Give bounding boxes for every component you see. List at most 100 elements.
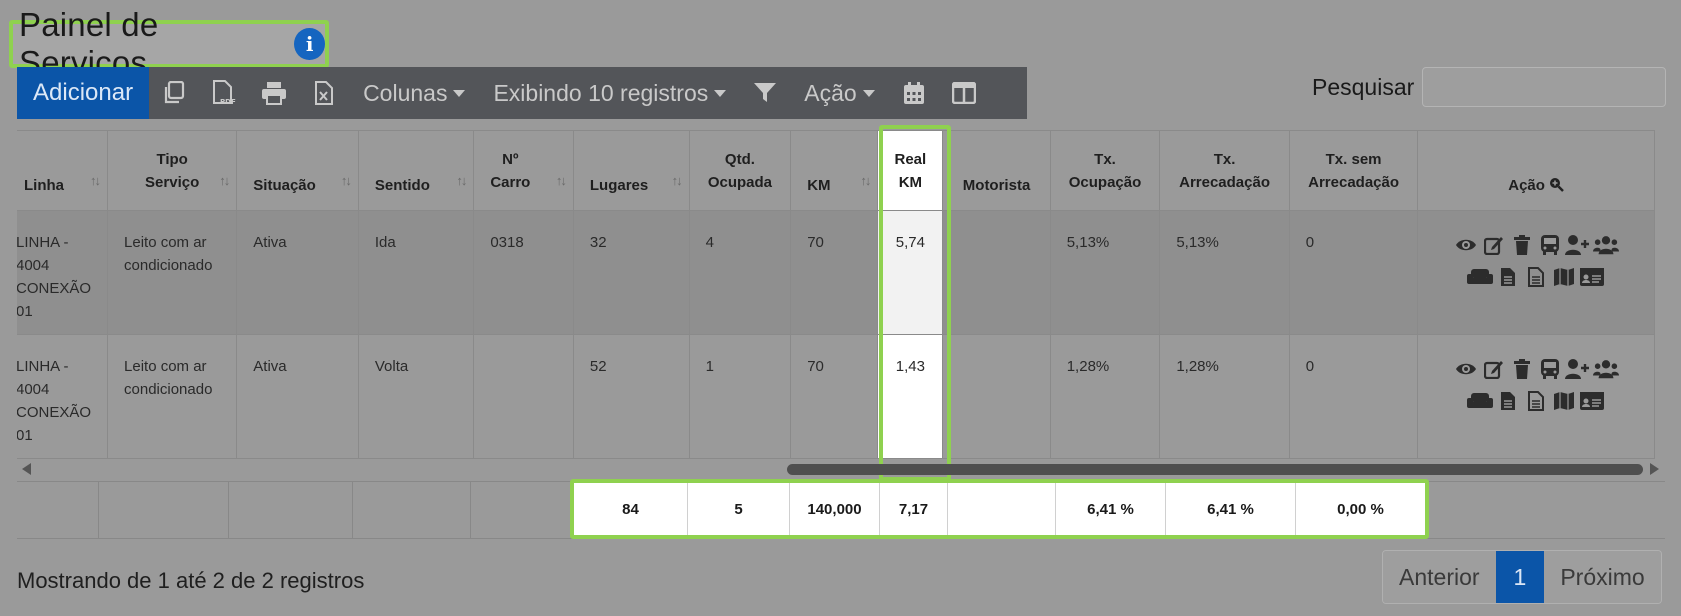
edit-icon[interactable] <box>1481 357 1507 381</box>
services-table: Linha ↑↓ Tipo Serviço ↑↓ Situação ↑↓ Sentido… <box>17 130 1655 459</box>
table-row[interactable]: LINHA -4004 CONEXÃO 01 Leito com ar condicio… <box>17 334 1655 459</box>
action-label: Ação <box>804 79 857 106</box>
id-card-icon[interactable] <box>1579 265 1605 289</box>
filter-icon[interactable] <box>740 67 790 119</box>
file-icon[interactable] <box>1495 265 1521 289</box>
search-label: Pesquisar <box>1312 74 1415 100</box>
th-label: Linha <box>24 177 64 194</box>
th-linha[interactable]: Linha ↑↓ <box>17 130 109 211</box>
th-carro[interactable]: Nº Carro ↑↓ <box>473 130 574 211</box>
file-alt-icon[interactable] <box>1523 389 1549 413</box>
seat-icon[interactable] <box>1467 265 1494 289</box>
scroll-right-arrow[interactable] <box>1650 463 1659 475</box>
cell-tipo-servico: Leito com ar condicionado <box>107 334 238 459</box>
page-length-dropdown[interactable]: Exibindo 10 registros <box>479 67 740 119</box>
excel-icon[interactable] <box>299 67 349 119</box>
users-icon[interactable] <box>1593 233 1620 257</box>
next-page-button[interactable]: Próximo <box>1544 551 1661 603</box>
file-icon[interactable] <box>1495 389 1521 413</box>
user-plus-icon[interactable] <box>1565 357 1591 381</box>
edit-icon[interactable] <box>1481 233 1507 257</box>
prev-page-button[interactable]: Anterior <box>1383 551 1496 603</box>
th-tx-sem-arrecadacao[interactable]: Tx. sem Arrecadação <box>1288 130 1419 211</box>
calendar-icon[interactable] <box>889 67 939 119</box>
columns-dropdown[interactable]: Colunas <box>349 67 479 119</box>
pdf-icon[interactable]: PDF <box>199 67 249 119</box>
records-info: Mostrando de 1 até 2 de 2 registros <box>17 568 365 593</box>
th-km[interactable]: KM ↑↓ <box>790 130 879 211</box>
th-situacao[interactable]: Situação ↑↓ <box>236 130 359 211</box>
table-row[interactable]: LINHA -4004 CONEXÃO 01 Leito com ar condicio… <box>17 210 1655 335</box>
id-card-icon[interactable] <box>1579 389 1605 413</box>
cell-real-km: 5,74 <box>877 210 944 335</box>
map-icon[interactable] <box>1551 389 1577 413</box>
add-button[interactable]: Adicionar <box>17 67 150 119</box>
map-icon[interactable] <box>1551 265 1577 289</box>
cell-situacao: Ativa <box>236 334 359 459</box>
cell-linha-line: CONEXÃO <box>17 404 92 421</box>
th-tipo-servico[interactable]: Tipo Serviço ↑↓ <box>107 130 238 211</box>
services-table-wrap[interactable]: Linha ↑↓ Tipo Serviço ↑↓ Situação ↑↓ Sentido… <box>17 130 1665 460</box>
total-real-km: 7,17 <box>880 483 948 535</box>
total-qtd-ocupada: 5 <box>688 483 790 535</box>
th-motorista[interactable]: Motorista <box>942 130 1051 211</box>
th-label: Ação <box>1508 177 1545 194</box>
user-plus-icon[interactable] <box>1565 233 1591 257</box>
action-dropdown[interactable]: Ação <box>790 67 888 119</box>
th-real-km[interactable]: Real KM <box>877 130 944 211</box>
cell-tx-arrecadacao: 1,28% <box>1159 334 1290 459</box>
cell-tx-arrecadacao: 5,13% <box>1159 210 1290 335</box>
info-icon[interactable]: i <box>294 28 325 60</box>
cell-tipo-line: condicionado <box>124 257 213 274</box>
cell-lugares: 52 <box>572 334 690 459</box>
action-icon-row <box>1434 265 1638 289</box>
th-tx-ocupacao[interactable]: Tx. Ocupação <box>1049 130 1161 211</box>
page-length-label: Exibindo 10 registros <box>493 79 709 106</box>
cell-motorista <box>942 210 1051 335</box>
copy-icon[interactable] <box>149 67 199 119</box>
chevron-down-icon <box>714 89 727 97</box>
cell-km: 70 <box>790 334 879 459</box>
seat-icon[interactable] <box>1467 389 1494 413</box>
horizontal-scrollbar-thumb[interactable] <box>787 464 1643 475</box>
search-input[interactable] <box>1422 67 1666 107</box>
trash-icon[interactable] <box>1509 233 1535 257</box>
users-icon[interactable] <box>1593 357 1620 381</box>
scroll-left-arrow[interactable] <box>22 463 31 475</box>
columns-label: Colunas <box>363 79 448 106</box>
trash-icon[interactable] <box>1509 357 1535 381</box>
cell-linha-line: LINHA - <box>17 358 69 375</box>
columns-layout-icon[interactable] <box>939 67 989 119</box>
th-sentido[interactable]: Sentido ↑↓ <box>357 130 475 211</box>
file-alt-icon[interactable] <box>1523 265 1549 289</box>
cell-linha: LINHA - 4004 CONEXÃO 01 <box>17 210 109 335</box>
th-acao[interactable]: Ação <box>1417 130 1655 211</box>
page-1-button[interactable]: 1 <box>1495 551 1545 603</box>
th-label: KM <box>807 177 831 194</box>
th-tx-arrecadacao[interactable]: Tx. Arrecadação <box>1159 130 1290 211</box>
th-lugares[interactable]: Lugares ↑↓ <box>572 130 690 211</box>
sort-icon: ↑↓ <box>671 173 683 188</box>
page-title-box: Painel de Serviços i <box>9 6 329 81</box>
zoom-in-icon[interactable] <box>1549 177 1564 192</box>
table-header-row: Linha ↑↓ Tipo Serviço ↑↓ Situação ↑↓ Sentido… <box>17 130 1655 211</box>
cell-tx-ocupacao: 5,13% <box>1049 210 1161 335</box>
total-tx-ocupacao: 6,41 % <box>1056 483 1166 535</box>
th-qtd-ocupada[interactable]: Qtd. Ocupada <box>688 130 792 211</box>
totals-divider <box>98 482 99 538</box>
cell-tx-sem-arrecadacao: 0 <box>1288 210 1419 335</box>
totals-highlight-frame: 84 5 140,000 7,17 6,41 % 6,41 % 0,00 % <box>570 479 1429 539</box>
bus-icon[interactable] <box>1537 357 1563 381</box>
cell-tipo-line: Leito com ar <box>124 358 207 375</box>
eye-icon[interactable] <box>1453 233 1479 257</box>
cell-carro: 0318 <box>473 210 574 335</box>
th-label: Situação <box>253 177 316 194</box>
print-icon[interactable] <box>249 67 299 119</box>
bus-icon[interactable] <box>1537 233 1563 257</box>
action-icon-row <box>1434 389 1638 413</box>
th-label: Motorista <box>962 177 1031 194</box>
cell-linha-line: 4004 <box>17 257 50 274</box>
eye-icon[interactable] <box>1453 357 1479 381</box>
sort-icon: ↑↓ <box>860 173 871 188</box>
cell-linha-line: LINHA - <box>17 234 69 251</box>
